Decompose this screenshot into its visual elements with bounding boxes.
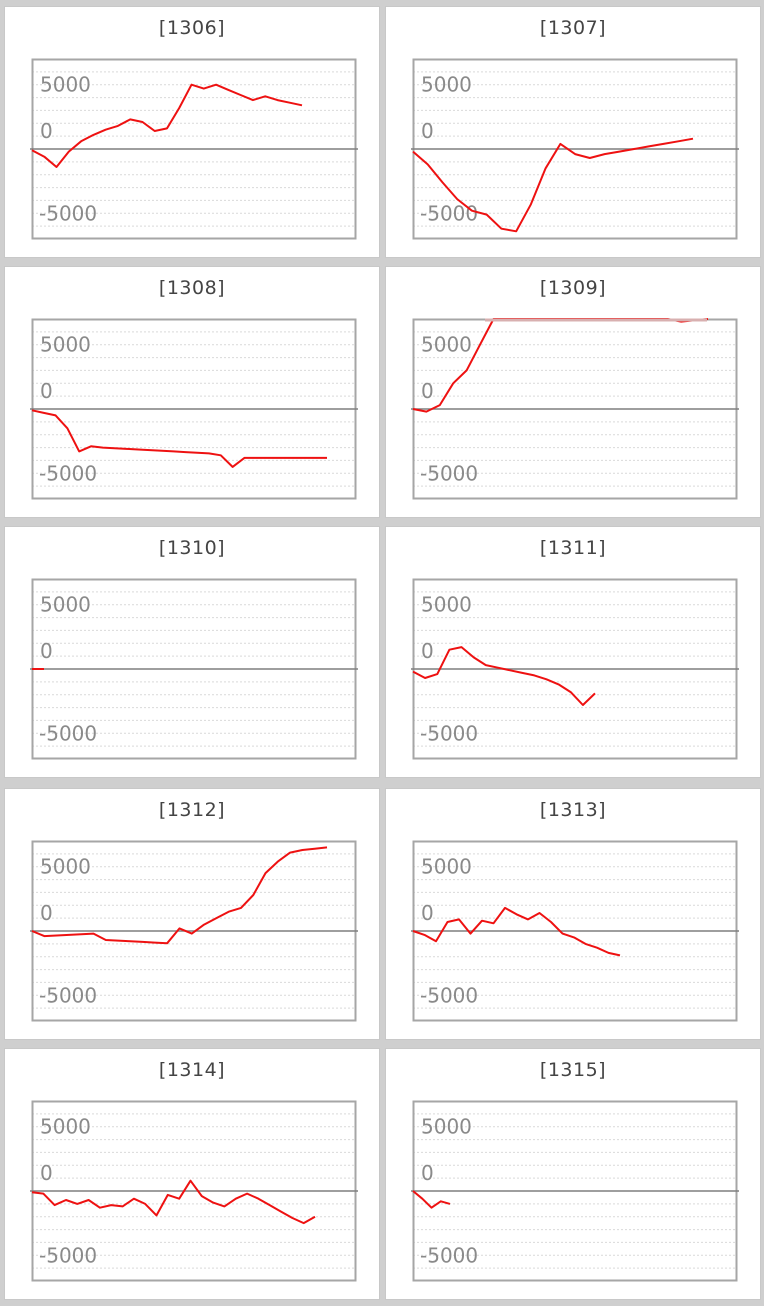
chart-panel: [1310] 5000 0 -5000: [4, 526, 380, 778]
chart-svg: 5000 0 -5000: [411, 318, 739, 500]
chart-panel: [1312] 5000 0 -5000: [4, 788, 380, 1040]
chart-title: [1312]: [158, 799, 226, 821]
chart-svg: 5000 0 -5000: [30, 578, 358, 760]
plot-area: 5000 0 -5000: [30, 1100, 358, 1282]
plot-area: 5000 0 -5000: [30, 578, 358, 760]
plot-area: 5000 0 -5000: [411, 318, 739, 500]
y-tick-label: 5000: [40, 1115, 91, 1139]
chart-svg: 5000 0 -5000: [411, 58, 739, 240]
y-tick-label: 5000: [40, 333, 91, 357]
series-line: [412, 1190, 451, 1209]
series-line: [31, 1179, 316, 1225]
plot-area: 5000 0 -5000: [30, 318, 358, 500]
plot-area: 5000 0 -5000: [30, 840, 358, 1022]
chart-title: [1308]: [158, 277, 226, 299]
y-tick-label: 0: [421, 1161, 434, 1185]
plot-area: 5000 0 -5000: [411, 1100, 739, 1282]
series-line: [412, 137, 694, 233]
y-tick-label: 5000: [421, 593, 472, 617]
y-tick-label: 5000: [421, 333, 472, 357]
chart-svg: 5000 0 -5000: [30, 318, 358, 500]
y-tick-label: 0: [40, 639, 53, 663]
chart-panel: [1313] 5000 0 -5000: [385, 788, 761, 1040]
y-tick-label: 0: [421, 639, 434, 663]
chart-svg: 5000 0 -5000: [411, 1100, 739, 1282]
chart-title: [1314]: [158, 1059, 226, 1081]
chart-svg: 5000 0 -5000: [30, 840, 358, 1022]
y-tick-label: 0: [40, 1161, 53, 1185]
chart-title: [1311]: [539, 537, 607, 559]
chart-panel: [1314] 5000 0 -5000: [4, 1048, 380, 1300]
chart-svg: 5000 0 -5000: [30, 58, 358, 240]
chart-title: [1310]: [158, 537, 226, 559]
y-tick-label: -5000: [420, 201, 478, 225]
chart-title: [1309]: [539, 277, 607, 299]
chart-svg: 5000 0 -5000: [411, 840, 739, 1022]
y-tick-label: 5000: [40, 73, 91, 97]
y-tick-label: 0: [40, 901, 53, 925]
y-tick-label: 5000: [421, 1115, 472, 1139]
y-tick-label: -5000: [420, 721, 478, 745]
y-tick-label: -5000: [39, 721, 97, 745]
y-tick-label: 0: [421, 901, 434, 925]
y-tick-label: 5000: [40, 855, 91, 879]
y-tick-label: -5000: [420, 983, 478, 1007]
y-tick-label: 5000: [421, 855, 472, 879]
y-tick-label: 0: [40, 379, 53, 403]
y-tick-label: -5000: [420, 461, 478, 485]
chart-panel: [1307] 5000 0 -5000: [385, 6, 761, 258]
chart-panel: [1308] 5000 0 -5000: [4, 266, 380, 518]
y-tick-label: -5000: [39, 461, 97, 485]
y-tick-label: 0: [421, 119, 434, 143]
plot-area: 5000 0 -5000: [411, 840, 739, 1022]
plot-area: 5000 0 -5000: [30, 58, 358, 240]
plot-area: 5000 0 -5000: [411, 578, 739, 760]
y-tick-label: -5000: [39, 1243, 97, 1267]
y-tick-label: -5000: [420, 1243, 478, 1267]
chart-title: [1313]: [539, 799, 607, 821]
y-tick-label: 0: [421, 379, 434, 403]
chart-title: [1306]: [158, 17, 226, 39]
chart-svg: 5000 0 -5000: [411, 578, 739, 760]
series-line: [412, 646, 596, 706]
y-tick-label: -5000: [39, 983, 97, 1007]
y-tick-label: -5000: [39, 201, 97, 225]
plot-area: 5000 0 -5000: [411, 58, 739, 240]
chart-title: [1315]: [539, 1059, 607, 1081]
chart-panel: [1315] 5000 0 -5000: [385, 1048, 761, 1300]
y-tick-label: 0: [40, 119, 53, 143]
chart-panel: [1309] 5000 0 -5000: [385, 266, 761, 518]
chart-title: [1307]: [539, 17, 607, 39]
series-line: [31, 83, 303, 168]
chart-panel: [1306] 5000 0 -5000: [4, 6, 380, 258]
y-tick-label: 5000: [421, 73, 472, 97]
y-tick-label: 5000: [40, 593, 91, 617]
chart-svg: 5000 0 -5000: [30, 1100, 358, 1282]
chart-panel: [1311] 5000 0 -5000: [385, 526, 761, 778]
series-line: [31, 409, 327, 468]
